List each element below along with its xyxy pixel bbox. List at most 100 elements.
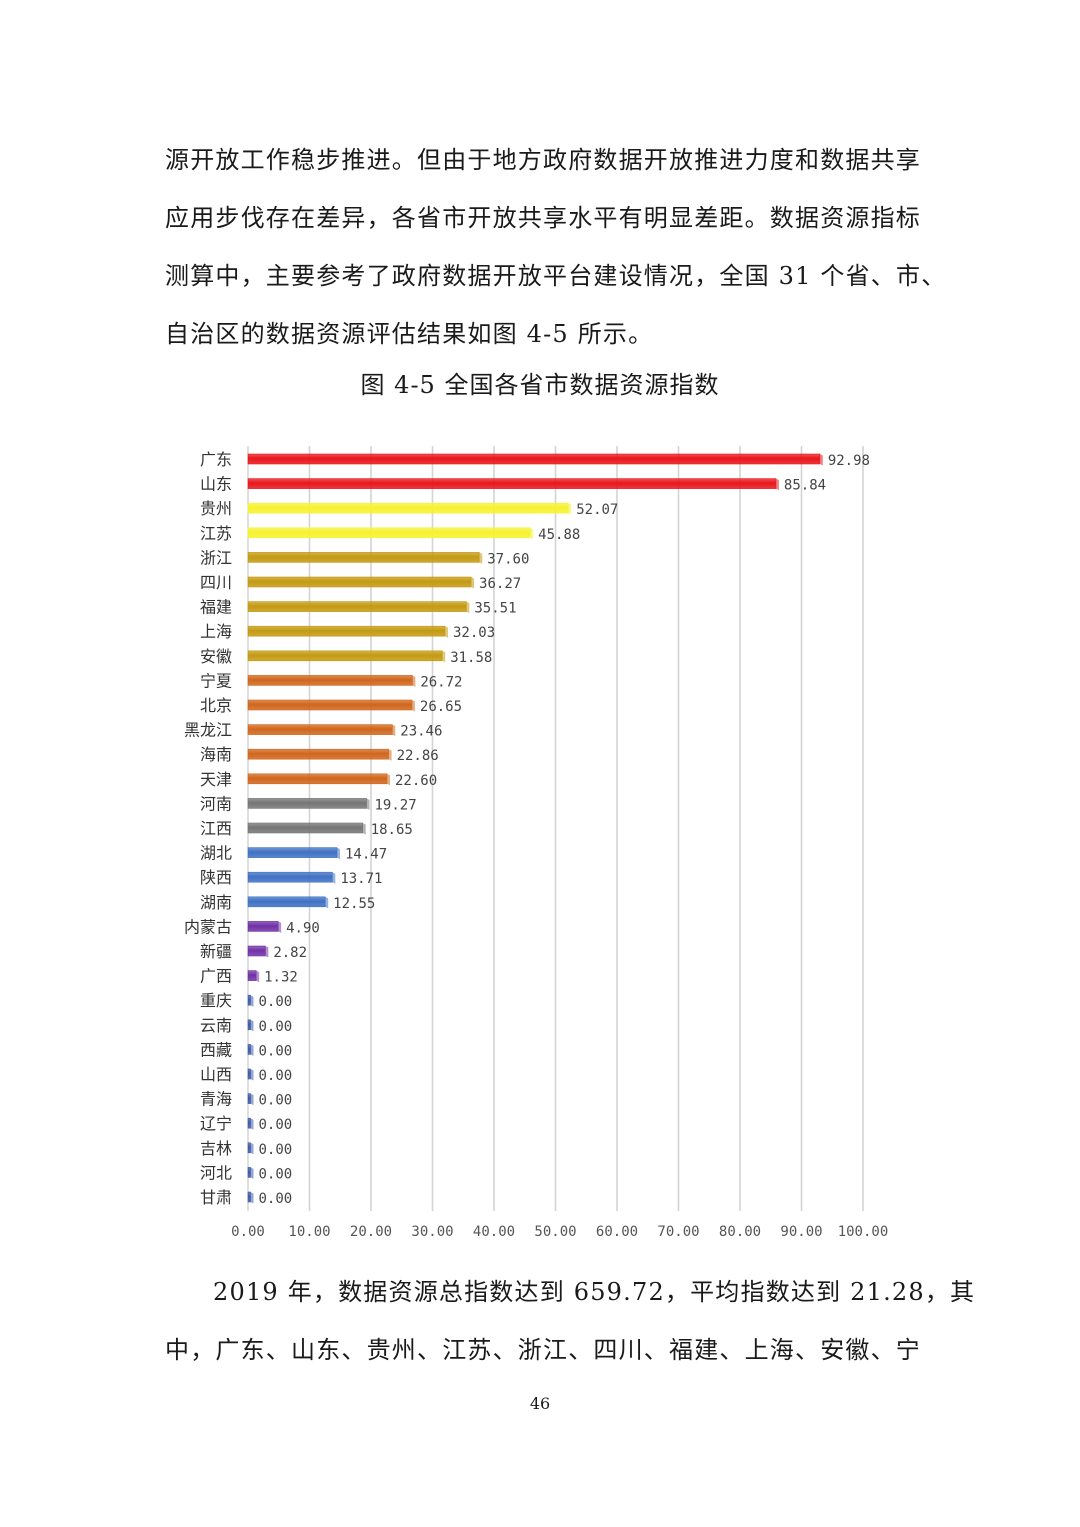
data-label: 37.60 bbox=[487, 551, 529, 567]
category-label: 重庆 bbox=[200, 991, 232, 1010]
data-label: 0.00 bbox=[259, 1068, 293, 1084]
bar-side bbox=[442, 650, 446, 663]
data-label: 26.72 bbox=[420, 674, 462, 690]
bar-side bbox=[250, 1167, 254, 1179]
bar-side bbox=[278, 921, 282, 933]
data-label: 22.60 bbox=[395, 773, 437, 789]
x-tick-label: 10.00 bbox=[288, 1224, 330, 1240]
bar bbox=[247, 798, 367, 809]
data-label: 18.65 bbox=[371, 822, 413, 838]
data-label: 0.00 bbox=[259, 1191, 293, 1207]
bar-side bbox=[366, 798, 370, 810]
bar-side bbox=[471, 577, 475, 589]
summary-line: 中，广东、山东、贵州、江苏、浙江、四川、福建、上海、安徽、宁 bbox=[165, 1336, 921, 1364]
bar bbox=[247, 1068, 251, 1080]
category-label: 广东 bbox=[200, 450, 232, 469]
data-label: 1.32 bbox=[264, 970, 298, 986]
bar-side bbox=[250, 1093, 254, 1106]
category-label: 甘肃 bbox=[200, 1188, 232, 1207]
bar bbox=[247, 945, 266, 957]
bar-side bbox=[250, 995, 254, 1007]
bar bbox=[247, 1167, 251, 1178]
category-label: 陕西 bbox=[200, 868, 232, 887]
data-label: 0.00 bbox=[259, 1117, 293, 1133]
category-label: 云南 bbox=[200, 1016, 232, 1035]
bar bbox=[247, 502, 569, 514]
category-label: 上海 bbox=[200, 622, 232, 641]
bar bbox=[247, 527, 531, 539]
bar bbox=[247, 1142, 251, 1154]
summary-paragraph: 2019 年，数据资源总指数达到 659.72，平均指数达到 21.28，其 中… bbox=[165, 1263, 976, 1379]
category-label: 青海 bbox=[200, 1090, 232, 1109]
bar bbox=[247, 822, 363, 834]
chart-area: 0.00 10.00 20.00 30.00 40.00 50.00 60.00 70.00 8… bbox=[160, 438, 900, 1252]
bar-side bbox=[325, 896, 329, 909]
data-label: 85.84 bbox=[784, 478, 826, 494]
data-label: 12.55 bbox=[333, 896, 375, 912]
category-label: 江西 bbox=[200, 819, 232, 838]
bar-side bbox=[386, 773, 390, 786]
bar-side bbox=[388, 749, 392, 761]
data-label: 26.65 bbox=[420, 699, 462, 715]
category-label: 四川 bbox=[200, 573, 232, 592]
bar bbox=[247, 970, 257, 981]
data-label: 36.27 bbox=[479, 576, 521, 592]
category-label: 河南 bbox=[200, 794, 232, 813]
category-label: 辽宁 bbox=[200, 1114, 232, 1133]
x-tick-label: 90.00 bbox=[780, 1224, 822, 1240]
bar-side bbox=[256, 970, 260, 983]
data-label: 22.86 bbox=[397, 748, 439, 764]
category-label: 吉林 bbox=[200, 1139, 232, 1158]
bar bbox=[247, 1044, 251, 1055]
bar bbox=[247, 675, 413, 686]
data-label: 32.03 bbox=[453, 625, 495, 641]
bar-side bbox=[392, 724, 396, 737]
bar-side bbox=[479, 552, 483, 564]
category-label: 贵州 bbox=[200, 499, 232, 518]
bar-side bbox=[775, 478, 779, 491]
bar bbox=[247, 1191, 251, 1203]
bar-side bbox=[250, 1069, 254, 1081]
x-tick-label: 30.00 bbox=[411, 1224, 453, 1240]
data-label: 45.88 bbox=[538, 527, 580, 543]
bar-side bbox=[444, 626, 448, 638]
category-label: 安徽 bbox=[200, 647, 232, 666]
bar-side bbox=[362, 823, 366, 835]
intro-line: 源开放工作稳步推进。但由于地方政府数据开放推进力度和数据共享 bbox=[165, 146, 921, 174]
data-label: 31.58 bbox=[450, 650, 492, 666]
bar bbox=[247, 1019, 251, 1031]
data-label: 13.71 bbox=[340, 871, 382, 887]
data-label: 23.46 bbox=[400, 724, 442, 740]
bar bbox=[247, 1093, 251, 1104]
category-label: 新疆 bbox=[200, 942, 232, 961]
summary-line: 2019 年，数据资源总指数达到 659.72，平均指数达到 21.28，其 bbox=[213, 1278, 976, 1306]
category-label: 黑龙江 bbox=[184, 721, 232, 740]
bar bbox=[247, 871, 333, 883]
bar bbox=[247, 625, 446, 637]
data-label: 0.00 bbox=[259, 1142, 293, 1158]
x-tick-label: 60.00 bbox=[596, 1224, 638, 1240]
category-label: 天津 bbox=[200, 770, 232, 789]
intro-line: 自治区的数据资源评估结果如图 4-5 所示。 bbox=[165, 320, 654, 348]
data-label: 92.98 bbox=[828, 453, 870, 469]
category-label: 山东 bbox=[200, 475, 232, 494]
bar-side bbox=[332, 872, 336, 884]
x-tick-label: 100.00 bbox=[838, 1224, 889, 1240]
bar-side bbox=[530, 527, 534, 540]
bar-side bbox=[336, 847, 340, 860]
data-label: 52.07 bbox=[576, 502, 618, 518]
bar bbox=[247, 748, 389, 760]
bar bbox=[247, 453, 821, 465]
bar bbox=[247, 699, 413, 711]
x-tick-label: 50.00 bbox=[534, 1224, 576, 1240]
data-label: 0.00 bbox=[259, 1166, 293, 1182]
category-label: 北京 bbox=[200, 696, 232, 715]
page-number: 46 bbox=[529, 1394, 551, 1413]
bar-side bbox=[411, 700, 415, 712]
bar-side bbox=[250, 1142, 254, 1155]
bar-chart: 0.00 10.00 20.00 30.00 40.00 50.00 60.00 70.00 8… bbox=[184, 446, 889, 1240]
category-label: 江苏 bbox=[200, 524, 232, 543]
bar-side bbox=[250, 1118, 254, 1130]
bar-side bbox=[412, 675, 416, 687]
bar bbox=[247, 896, 326, 908]
